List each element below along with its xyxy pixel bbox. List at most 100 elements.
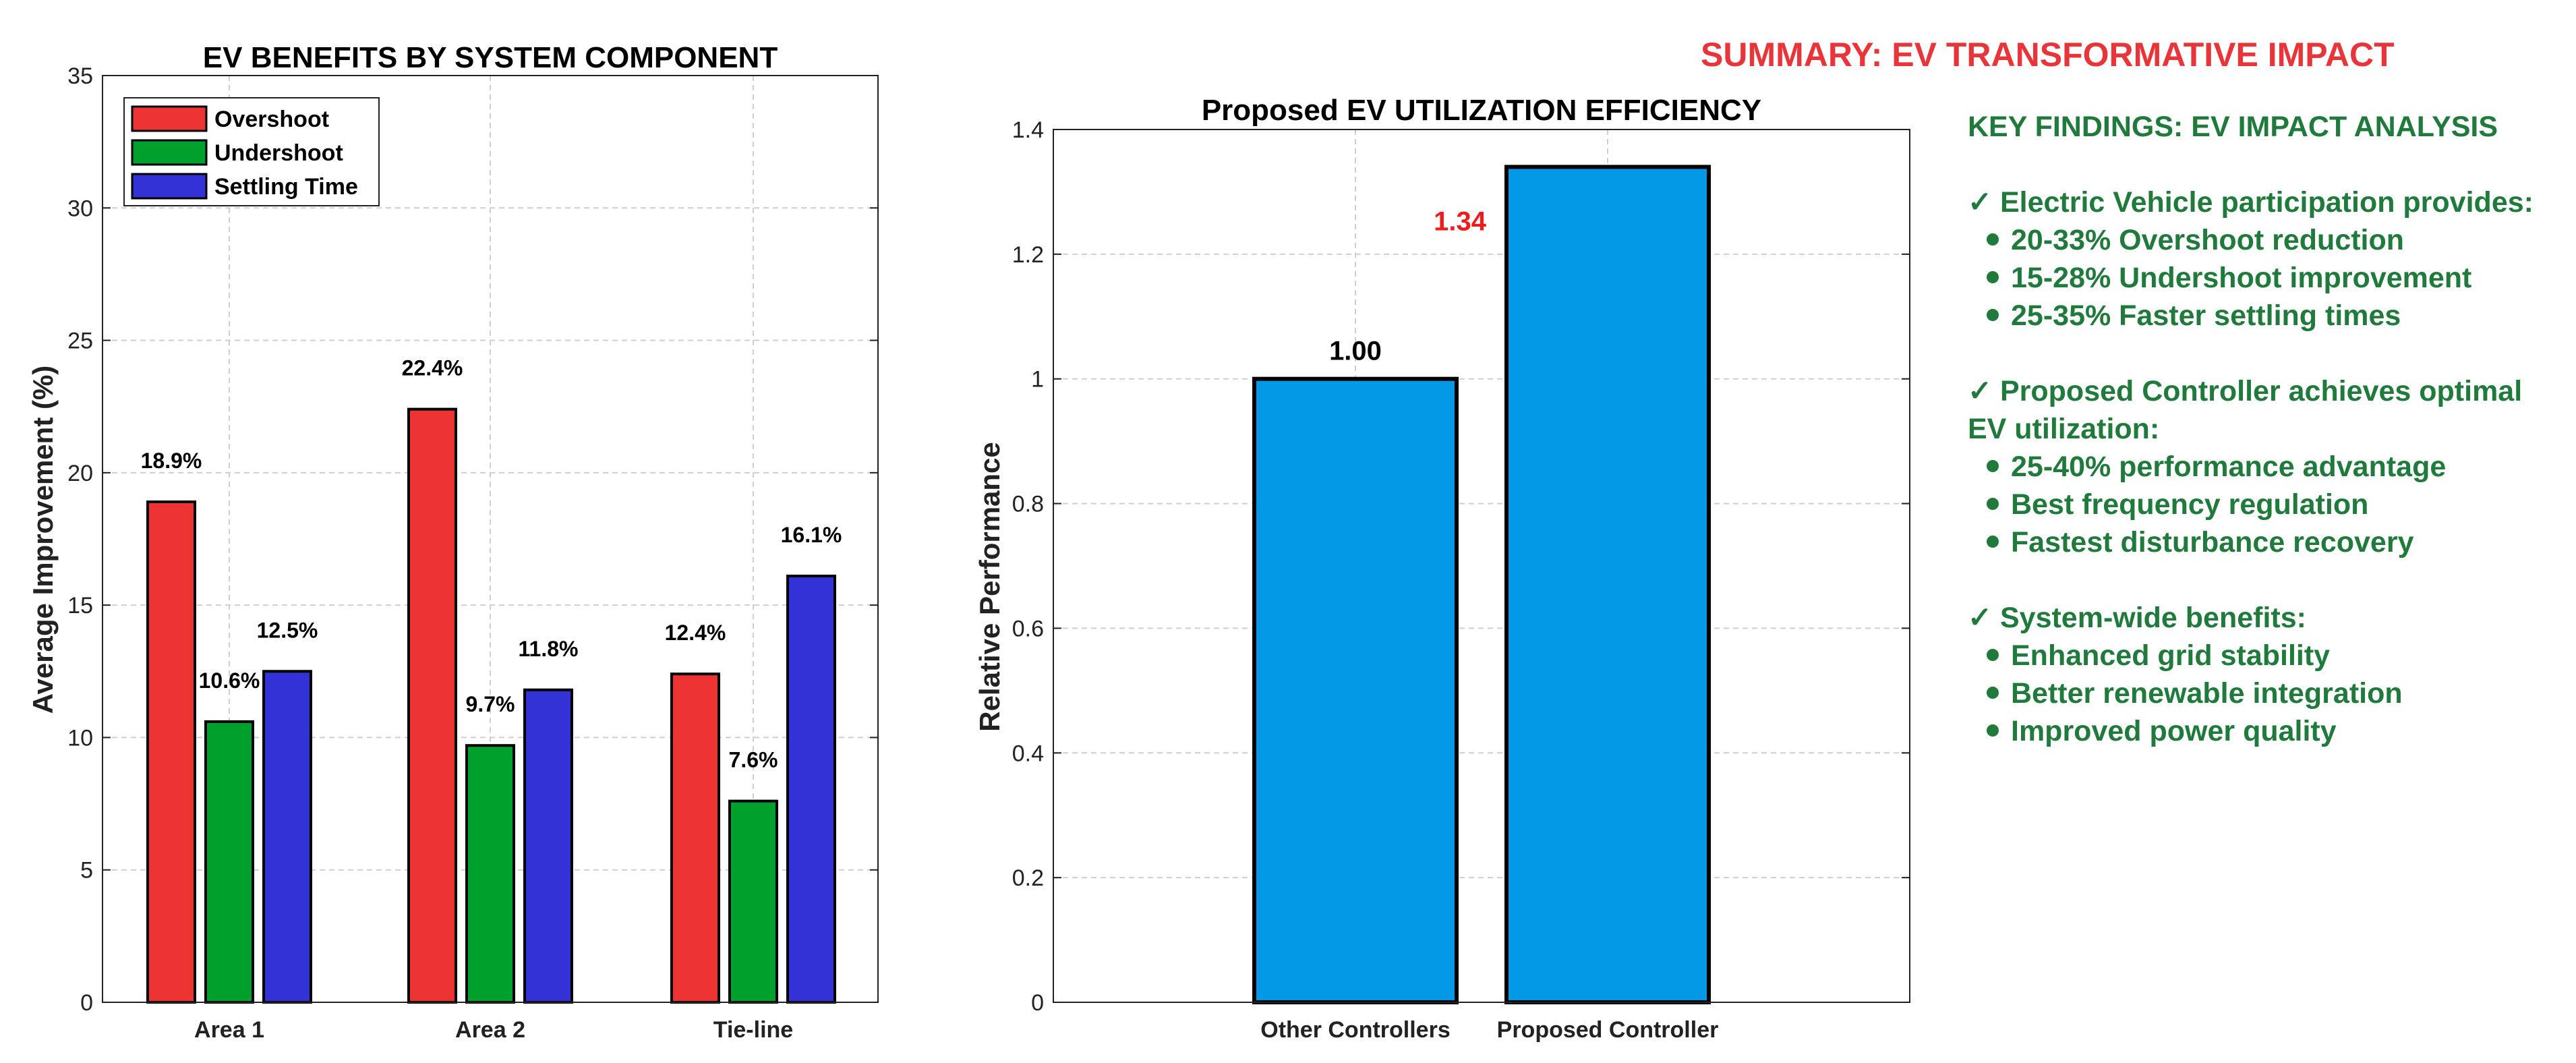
- findings-group-ev-participation: ✓ Electric Vehicle participation provide…: [1968, 183, 2568, 335]
- bar-proposed-controller: [1504, 165, 1711, 1004]
- findings-bullet: 15-28% Undershoot improvement: [1968, 259, 2568, 297]
- bar-tie-line-overshoot: [670, 672, 720, 1004]
- bullet-icon: [1987, 648, 1999, 661]
- findings-bullet: Improved power quality: [1968, 712, 2568, 750]
- bar-area-1-overshoot: [146, 500, 196, 1004]
- chart2-gridlines: [1053, 129, 1910, 1003]
- chart-ev-benefits: 18.9% 10.6% 12.5% 22.4% 9.7% 11.8% 12.4% 7.6% 16…: [27, 41, 879, 1043]
- chart1-y-tick-label: 35: [67, 63, 93, 89]
- chart1-y-tick-label: 0: [80, 990, 93, 1016]
- bullet-text: Fastest disturbance recovery: [2011, 526, 2414, 558]
- chart2-x-tick-label-proposed-controller: Proposed Controller: [1497, 1017, 1719, 1043]
- bullet-icon: [1987, 497, 1999, 510]
- bullet-icon: [1987, 308, 1999, 321]
- findings-bullet: 25-40% performance advantage: [1968, 448, 2568, 486]
- chart2-y-axis-label: Relative Performance: [974, 442, 1005, 732]
- bar-other-controllers: [1252, 376, 1459, 1004]
- data-label-tie-line-settling-time: 16.1%: [781, 523, 842, 547]
- data-label-proposed-controller: 1.34: [1434, 206, 1487, 236]
- chart2-data-labels: 1.00 1.34: [1329, 206, 1487, 366]
- chart1-x-tick-label-tie-line: Tie-line: [713, 1017, 793, 1043]
- chart2-bars: [1252, 165, 1711, 1004]
- legend-swatch-undershoot: [131, 139, 208, 166]
- chart1-x-tick-label-area-2: Area 2: [455, 1017, 525, 1043]
- chart2-y-tick-label: 0.2: [1012, 865, 1044, 891]
- chart1-y-tick-label: 5: [80, 858, 93, 884]
- chart1-plot-frame: [102, 75, 879, 1003]
- chart2-x-tick-labels: Other Controllers Proposed Controller: [1260, 1017, 1718, 1043]
- data-label-tie-line-undershoot: 7.6%: [729, 748, 778, 772]
- chart2-plot-frame: [1053, 129, 1910, 1003]
- findings-bullet: 25-35% Faster settling times: [1968, 297, 2568, 335]
- legend-swatch-settling-time: [131, 173, 208, 200]
- legend-label-overshoot: Overshoot: [214, 107, 329, 132]
- bullet-text: 25-40% performance advantage: [2011, 451, 2447, 483]
- data-label-area-2-overshoot: 22.4%: [402, 356, 463, 380]
- key-findings-heading: KEY FINDINGS: EV IMPACT ANALYSIS: [1968, 111, 2498, 143]
- bar-area-1-undershoot: [204, 720, 254, 1004]
- data-label-other-controllers: 1.00: [1329, 337, 1382, 366]
- chart1-data-labels: 18.9% 10.6% 12.5% 22.4% 9.7% 11.8% 12.4% 7.6% 16…: [141, 356, 842, 772]
- data-label-area-2-undershoot: 9.7%: [466, 692, 515, 716]
- findings-group-lead-continued: EV utilization:: [1968, 413, 2160, 445]
- chart1-y-tick-label: 15: [67, 593, 93, 619]
- findings-group-lead: ✓ Proposed Controller achieves optimal: [1968, 375, 2523, 407]
- bar-tie-line-settling-time: [786, 574, 836, 1004]
- chart2-y-tick-labels: 0 0.2 0.4 0.6 0.8 1 1.2 1.4: [1012, 117, 1044, 1016]
- data-label-area-1-undershoot: 10.6%: [199, 668, 260, 693]
- findings-bullet: Better renewable integration: [1968, 674, 2568, 712]
- chart1-x-tick-label-area-1: Area 1: [194, 1017, 264, 1043]
- bullet-icon: [1987, 270, 1999, 283]
- data-label-area-1-overshoot: 18.9%: [141, 449, 202, 473]
- bar-area-2-settling-time: [523, 688, 573, 1004]
- summary-title: SUMMARY: EV TRANSFORMATIVE IMPACT: [1701, 36, 2395, 74]
- bullet-text: Improved power quality: [2011, 715, 2337, 747]
- bullet-icon: [1987, 686, 1999, 699]
- bullet-icon: [1987, 535, 1999, 548]
- findings-bullet: Enhanced grid stability: [1968, 637, 2568, 674]
- chart2-y-tick-label: 1.4: [1012, 117, 1044, 143]
- chart2-y-tick-label: 0.6: [1012, 616, 1044, 641]
- chart1-y-tick-label: 25: [67, 328, 93, 354]
- bullet-text: 20-33% Overshoot reduction: [2011, 224, 2405, 256]
- bullet-text: Best frequency regulation: [2011, 488, 2369, 521]
- chart1-legend[interactable]: Overshoot Undershoot Settling Time: [123, 97, 380, 206]
- chart2-x-tick-label-other-controllers: Other Controllers: [1260, 1017, 1450, 1043]
- chart1-title: EV BENEFITS BY SYSTEM COMPONENT: [203, 41, 778, 74]
- legend-label-undershoot: Undershoot: [214, 140, 343, 166]
- bullet-icon: [1987, 233, 1999, 246]
- bullet-text: Enhanced grid stability: [2011, 639, 2331, 672]
- legend-label-settling-time: Settling Time: [214, 174, 358, 200]
- findings-group-proposed-controller: ✓ Proposed Controller achieves optimal E…: [1968, 372, 2568, 561]
- findings-group-lead: ✓ Electric Vehicle participation provide…: [1968, 186, 2534, 219]
- chart2-y-tick-label: 0.4: [1012, 741, 1044, 766]
- chart-ev-utilization: 1.00 1.34 0 0.2 0.4 0.6 0.8 1 1.2 1.4 Other Cont…: [974, 94, 1910, 1043]
- chart1-y-tick-label: 30: [67, 196, 93, 221]
- bar-tie-line-undershoot: [728, 799, 778, 1004]
- chart1-y-axis-label: Average Improvement (%): [27, 366, 59, 714]
- chart2-title: Proposed EV UTILIZATION EFFICIENCY: [1202, 94, 1761, 127]
- chart2-y-tick-label: 1.2: [1012, 242, 1044, 268]
- findings-bullet: Fastest disturbance recovery: [1968, 523, 2568, 561]
- findings-group-system-wide: ✓ System-wide benefits: Enhanced grid st…: [1968, 599, 2568, 750]
- data-label-tie-line-overshoot: 12.4%: [665, 621, 726, 645]
- data-label-area-2-settling-time: 11.8%: [519, 637, 579, 661]
- chart2-y-tick-label: 1: [1031, 367, 1044, 393]
- chart1-y-tick-labels: 0 5 10 15 20 25 30 35: [67, 63, 93, 1016]
- bullet-icon: [1987, 459, 1999, 472]
- legend-swatch-overshoot: [131, 105, 208, 132]
- chart2-y-tick-label: 0: [1031, 990, 1044, 1016]
- chart2-y-tick-label: 0.8: [1012, 492, 1044, 517]
- bar-area-1-settling-time: [262, 670, 312, 1004]
- chart1-y-tick-label: 10: [67, 725, 93, 751]
- bullet-text: 15-28% Undershoot improvement: [2011, 262, 2472, 294]
- bar-area-2-undershoot: [465, 744, 515, 1004]
- findings-group-lead: ✓ System-wide benefits:: [1968, 602, 2306, 634]
- data-label-area-1-settling-time: 12.5%: [257, 618, 318, 642]
- key-findings-panel: KEY FINDINGS: EV IMPACT ANALYSIS ✓ Elect…: [1968, 108, 2568, 788]
- bar-area-2-overshoot: [407, 407, 457, 1004]
- bullet-text: Better renewable integration: [2011, 677, 2403, 710]
- chart1-x-tick-labels: Area 1 Area 2 Tie-line: [194, 1017, 793, 1043]
- findings-bullet: Best frequency regulation: [1968, 486, 2568, 523]
